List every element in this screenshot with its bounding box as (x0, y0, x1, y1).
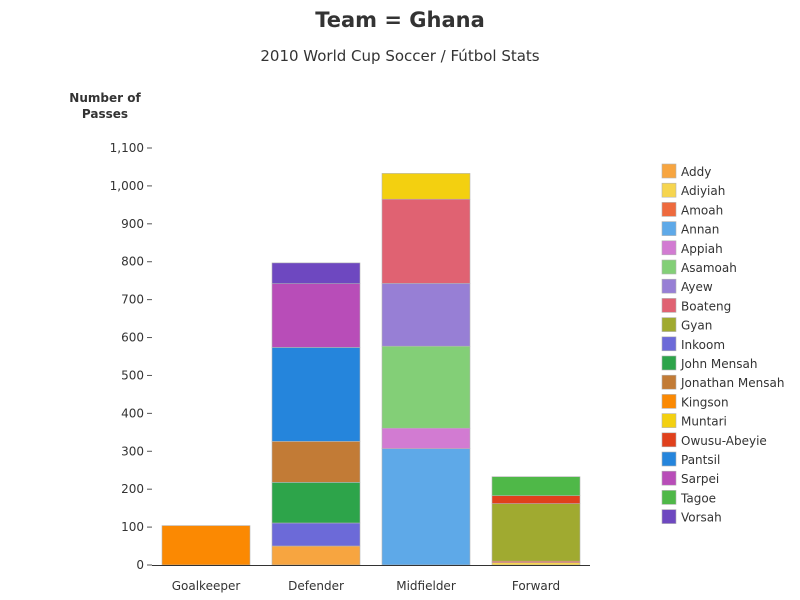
chart-subtitle: 2010 World Cup Soccer / Fútbol Stats (260, 47, 540, 65)
legend-label-addy: Addy (681, 165, 711, 179)
y-tick-label: 1,100 (110, 141, 144, 155)
legend-label-tagoe: Tagoe (680, 491, 716, 505)
legend-swatch-muntari (661, 413, 677, 428)
bar-midfielder-appiah (381, 427, 471, 449)
x-tick-label: Goalkeeper (172, 579, 241, 593)
y-tick-label: 800 (121, 255, 144, 269)
legend: Addy Adiyiah Amoah Annan Appiah Asamoah Ayew Bo… (661, 163, 784, 525)
legend-label-asamoah: Asamoah (681, 261, 737, 275)
y-tick-label: 400 (121, 406, 144, 420)
legend-label-inkoom: Inkoom (681, 338, 725, 352)
legend-swatch-asamoah (661, 259, 677, 275)
bar-defender-vorsah (271, 262, 361, 284)
legend-swatch-adiyiah (661, 182, 677, 198)
legend-label-kingson: Kingson (681, 395, 729, 409)
chart-title: Team = Ghana (315, 8, 485, 32)
legend-swatch-amoah (661, 202, 677, 217)
bar-defender-addy (271, 545, 361, 566)
y-tick-label: 500 (121, 368, 144, 382)
y-tick-label: 600 (121, 331, 144, 345)
bar-defender-pantsil (271, 347, 361, 442)
y-tick-label: 900 (121, 217, 144, 231)
bar-defender-john-mensah (271, 482, 361, 524)
bar-defender-jonathan-mensah (271, 441, 361, 483)
x-tick-label: Forward (512, 579, 560, 593)
y-tick-label: 700 (121, 293, 144, 307)
bar-goalkeeper-kingson (161, 525, 251, 566)
legend-label-pantsil: Pantsil (681, 453, 720, 467)
bar-midfielder-annan (381, 448, 471, 566)
legend-swatch-sarpei (661, 470, 677, 486)
bar-defender-inkoom (271, 522, 361, 547)
bar-midfielder-muntari (381, 173, 471, 200)
legend-label-appiah: Appiah (681, 242, 723, 256)
legend-label-ayew: Ayew (681, 280, 713, 294)
legend-label-gyan: Gyan (681, 319, 712, 333)
legend-swatch-gyan (661, 317, 677, 332)
y-tick-label: 100 (121, 520, 144, 534)
y-tick-label: 0 (136, 558, 144, 572)
legend-label-jonathan-mensah: Jonathan Mensah (680, 376, 784, 390)
legend-swatch-annan (661, 221, 677, 236)
legend-label-john-mensah: John Mensah (680, 357, 757, 371)
legend-label-adiyiah: Adiyiah (681, 184, 725, 198)
bar-midfielder-boateng (381, 198, 471, 284)
legend-swatch-tagoe (661, 490, 677, 505)
bar-midfielder-ayew (381, 282, 471, 347)
bar-forward-adiyiah (491, 562, 581, 566)
y-tick-label: 200 (121, 482, 144, 496)
bar-forward-tagoe (491, 476, 581, 497)
legend-swatch-ayew (661, 278, 677, 294)
legend-swatch-john-mensah (661, 355, 677, 371)
legend-label-annan: Annan (681, 223, 719, 237)
legend-label-sarpei: Sarpei (681, 472, 719, 486)
legend-label-vorsah: Vorsah (681, 511, 722, 525)
y-tick-label: 300 (121, 444, 144, 458)
bar-layer (161, 173, 581, 566)
legend-swatch-kingson (661, 394, 677, 409)
y-tick-label: 1,000 (110, 179, 144, 193)
legend-swatch-inkoom (661, 336, 677, 352)
bar-midfielder-asamoah (381, 345, 471, 429)
y-axis-label: Number of Passes (69, 91, 141, 121)
legend-label-amoah: Amoah (681, 203, 723, 217)
legend-label-owusu-abeyie: Owusu-Abeyie (681, 434, 767, 448)
legend-swatch-jonathan-mensah (661, 374, 677, 390)
legend-swatch-boateng (661, 298, 677, 313)
legend-swatch-vorsah (661, 509, 677, 524)
x-tick-label: Defender (288, 579, 344, 593)
bar-defender-sarpei (271, 283, 361, 348)
bar-forward-owusu-abeyie (491, 495, 581, 504)
legend-label-boateng: Boateng (681, 299, 731, 313)
axes-layer: 0 100 200 300 400 500 600 700 800 900 1,000 1,100 Go… (110, 141, 590, 593)
x-tick-label: Midfielder (396, 579, 456, 593)
legend-swatch-appiah (661, 240, 677, 256)
legend-swatch-pantsil (661, 451, 677, 467)
legend-label-muntari: Muntari (681, 415, 727, 429)
legend-swatch-addy (661, 163, 677, 179)
bar-forward-gyan (491, 503, 581, 562)
legend-swatch-owusu-abeyie (661, 432, 677, 448)
